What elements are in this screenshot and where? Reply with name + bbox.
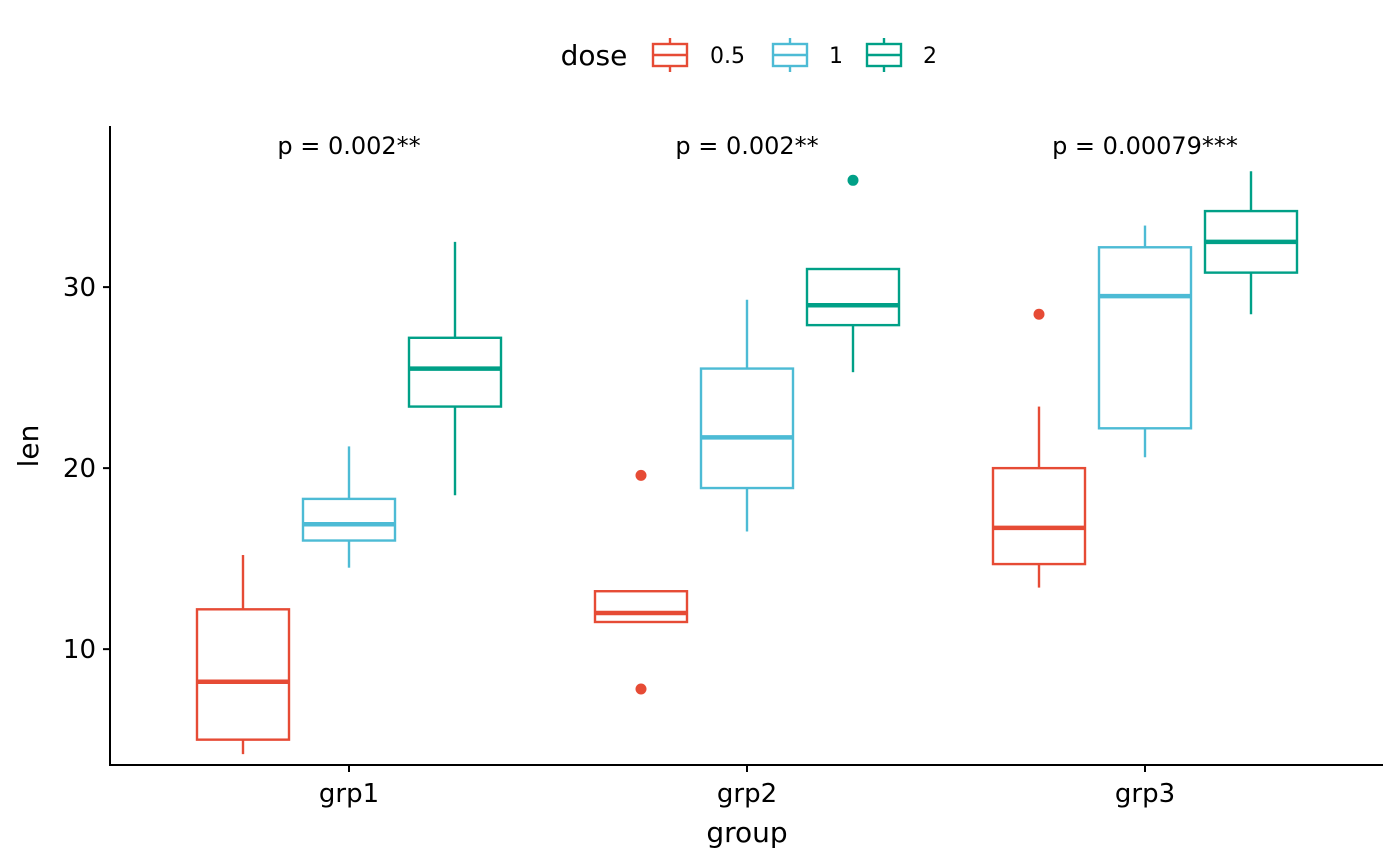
box-2-grp3 bbox=[1203, 171, 1299, 315]
y-tick-label: 20 bbox=[63, 454, 96, 484]
y-tick-label: 30 bbox=[63, 273, 96, 303]
box-iqr bbox=[593, 590, 689, 624]
x-axis-title: group bbox=[706, 816, 787, 849]
x-tick-label: grp3 bbox=[1115, 779, 1175, 809]
p-value-annotation: p = 0.002** bbox=[675, 132, 818, 160]
box-1-grp1 bbox=[301, 446, 397, 568]
box-iqr bbox=[195, 608, 291, 741]
legend: dose 0.5 1 2 bbox=[561, 38, 937, 72]
legend-key-2: 2 bbox=[865, 38, 937, 72]
x-tick-label: grp2 bbox=[717, 779, 777, 809]
box-iqr bbox=[1097, 246, 1193, 430]
box-2-grp1 bbox=[407, 241, 503, 496]
p-value-annotation: p = 0.002** bbox=[277, 132, 420, 160]
legend-label: 0.5 bbox=[710, 44, 745, 69]
plot-boxes bbox=[195, 171, 1299, 755]
p-value-annotation: p = 0.00079*** bbox=[1052, 132, 1238, 160]
y-axis-ticks: 10 20 30 bbox=[63, 273, 110, 665]
legend-label: 1 bbox=[829, 44, 843, 69]
box-0.5-grp2 bbox=[593, 469, 689, 695]
box-0.5-grp1 bbox=[195, 555, 291, 755]
legend-key-0.5: 0.5 bbox=[651, 38, 745, 72]
box-iqr bbox=[699, 367, 795, 490]
box-iqr bbox=[407, 336, 503, 408]
box-2-grp2 bbox=[805, 174, 901, 373]
legend-key-1: 1 bbox=[771, 38, 843, 72]
x-tick-label: grp1 bbox=[319, 779, 379, 809]
box-1-grp3 bbox=[1097, 225, 1193, 458]
outlier-point bbox=[847, 174, 859, 186]
box-iqr bbox=[991, 466, 1087, 566]
legend-keys: 0.5 1 2 bbox=[651, 38, 937, 72]
box-0.5-grp3 bbox=[991, 308, 1087, 588]
box-iqr bbox=[805, 267, 901, 327]
x-axis-ticks: grp1 grp2 grp3 bbox=[319, 765, 1175, 809]
y-axis-title: len bbox=[12, 425, 45, 468]
box-1-grp2 bbox=[699, 299, 795, 532]
legend-title: dose bbox=[561, 39, 628, 72]
y-tick-label: 10 bbox=[63, 635, 96, 665]
outlier-point bbox=[635, 469, 647, 481]
axes: 10 20 30 grp1 grp2 grp3 group len bbox=[12, 126, 1383, 849]
legend-label: 2 bbox=[923, 44, 937, 69]
box-iqr bbox=[301, 497, 397, 542]
p-value-annotations: p = 0.002** p = 0.002** p = 0.00079*** bbox=[277, 132, 1238, 160]
outlier-point bbox=[635, 683, 647, 695]
outlier-point bbox=[1033, 308, 1045, 320]
